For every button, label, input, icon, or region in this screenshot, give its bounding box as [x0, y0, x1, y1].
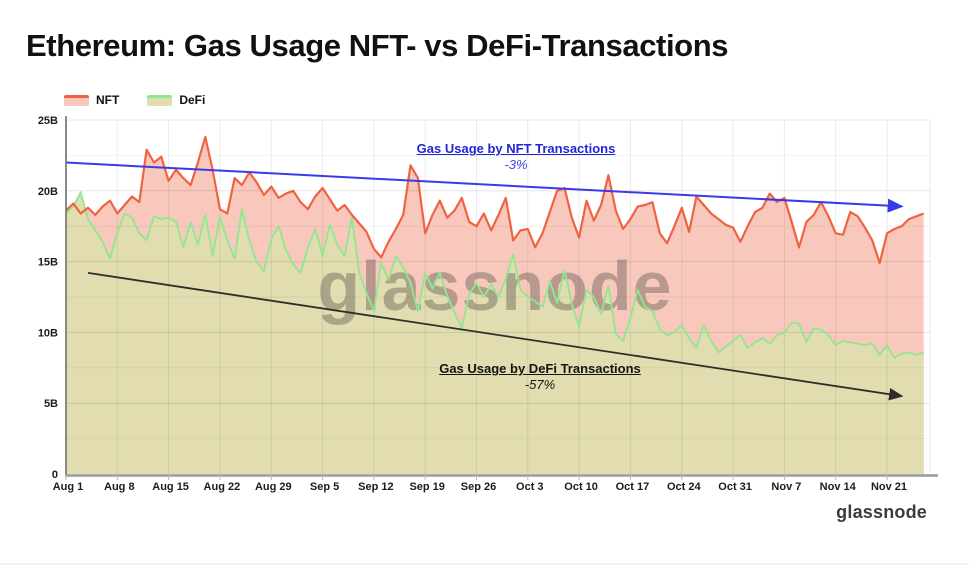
- x-tick-label: Sep 5: [310, 481, 339, 493]
- nft-trend-arrow: [65, 161, 904, 213]
- x-tick-label: Aug 22: [204, 481, 241, 493]
- bottom-edge-divider: [0, 563, 969, 565]
- x-tick-label: Oct 24: [667, 481, 702, 493]
- x-tick-label: Aug 8: [104, 481, 135, 493]
- y-tick-label: 0: [52, 469, 58, 481]
- x-tick-label: Nov 14: [820, 481, 857, 493]
- defi-line: [65, 191, 925, 359]
- y-tick-label: 20B: [38, 186, 58, 198]
- x-tick-label: Aug 29: [255, 481, 292, 493]
- x-tick-label: Nov 21: [871, 481, 907, 493]
- y-tick-label: 10B: [38, 327, 58, 339]
- legend-label-nft: NFT: [96, 93, 120, 107]
- x-tick-label: Aug 1: [53, 481, 84, 493]
- legend-item-nft: NFT: [64, 93, 119, 107]
- x-tick-label: Sep 26: [461, 481, 496, 493]
- chart-legend: NFT DeFi: [64, 93, 205, 107]
- x-tick-label: Nov 7: [771, 481, 801, 493]
- nft-swatch-icon: [64, 94, 89, 106]
- x-tick-label: Oct 10: [564, 481, 598, 493]
- defi-trend-arrow: [87, 272, 904, 401]
- legend-label-defi: DeFi: [179, 93, 206, 107]
- watermark-text: glassnode: [317, 247, 672, 325]
- x-tick-label: Sep 12: [358, 481, 393, 493]
- x-tick-label: Oct 17: [616, 481, 650, 493]
- x-tick-label: Oct 3: [516, 481, 544, 493]
- page-title: Ethereum: Gas Usage NFT- vs DeFi-Transac…: [26, 28, 729, 63]
- y-tick-label: 15B: [38, 257, 58, 269]
- y-tick-label: 5B: [44, 398, 58, 410]
- x-tick-label: Sep 19: [409, 481, 444, 493]
- legend-item-defi: DeFi: [147, 93, 205, 107]
- y-tick-label: 25B: [38, 115, 58, 127]
- defi-area: [66, 192, 924, 474]
- defi-swatch-icon: [147, 94, 173, 106]
- glassnode-logo: glassnode: [836, 502, 927, 522]
- x-tick-label: Oct 31: [718, 481, 752, 493]
- x-tick-label: Aug 15: [152, 481, 189, 493]
